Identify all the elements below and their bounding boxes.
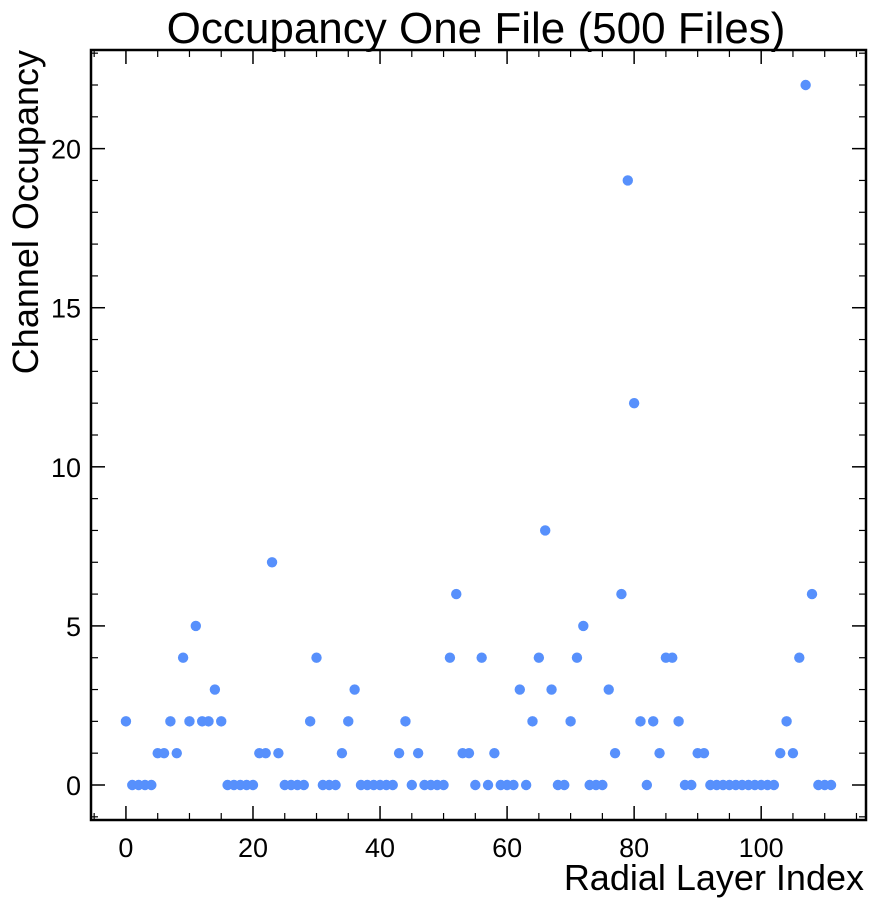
data-point xyxy=(336,747,348,759)
data-point xyxy=(794,652,805,663)
data-point xyxy=(470,779,481,791)
x-axis-label: Radial Layer Index xyxy=(564,857,864,898)
data-point xyxy=(177,652,189,663)
data-point xyxy=(273,747,284,759)
data-point xyxy=(438,779,449,791)
y-tick-label: 0 xyxy=(66,771,81,801)
data-point xyxy=(311,652,322,663)
data-point xyxy=(343,716,354,727)
x-tick-label: 100 xyxy=(739,833,784,863)
data-point xyxy=(171,747,182,759)
data-point xyxy=(565,716,576,727)
data-point xyxy=(412,747,424,759)
x-tick-label: 0 xyxy=(118,833,133,863)
data-point xyxy=(451,588,462,600)
data-point xyxy=(514,684,525,695)
data-point xyxy=(190,620,202,632)
data-point xyxy=(609,747,621,759)
data-point xyxy=(597,779,608,791)
data-point xyxy=(628,397,640,409)
data-point xyxy=(667,652,678,663)
data-point xyxy=(546,684,557,695)
data-point xyxy=(489,747,500,759)
data-point xyxy=(349,684,360,695)
data-point xyxy=(775,747,786,759)
data-point xyxy=(209,684,221,695)
x-tick-label: 80 xyxy=(619,833,649,863)
y-tick-label: 20 xyxy=(51,135,81,165)
data-point xyxy=(825,779,837,791)
data-point xyxy=(260,747,271,759)
data-point xyxy=(527,716,538,727)
data-point xyxy=(120,716,132,727)
minor-ticks xyxy=(91,50,866,820)
data-point xyxy=(603,684,614,695)
y-tick-label: 15 xyxy=(51,294,81,324)
data-point xyxy=(686,779,697,791)
data-point xyxy=(635,716,646,727)
data-point xyxy=(463,747,475,759)
data-point xyxy=(647,716,659,727)
data-point xyxy=(165,716,176,727)
data-point xyxy=(400,716,411,727)
data-point xyxy=(203,716,214,727)
data-point xyxy=(184,716,195,727)
x-tick-label: 20 xyxy=(238,833,268,863)
data-point xyxy=(641,779,653,791)
data-point xyxy=(158,747,170,759)
data-point xyxy=(520,779,532,791)
data-point xyxy=(540,525,551,536)
data-point xyxy=(533,652,545,663)
data-point xyxy=(247,779,259,791)
y-tick-label: 5 xyxy=(66,612,81,642)
data-point xyxy=(406,779,417,791)
data-point xyxy=(673,716,684,727)
data-point xyxy=(571,652,583,663)
data-point xyxy=(616,588,627,600)
data-point xyxy=(476,652,487,663)
data-point xyxy=(304,716,316,727)
data-point xyxy=(387,779,398,791)
data-point xyxy=(393,747,405,759)
data-point xyxy=(781,716,792,727)
x-tick-label: 40 xyxy=(365,833,395,863)
data-point xyxy=(768,779,780,791)
y-axis-label: Channel Occupancy xyxy=(5,50,46,374)
data-point xyxy=(622,175,633,186)
data-point xyxy=(444,652,456,663)
major-ticks xyxy=(91,50,866,820)
data-point xyxy=(698,747,710,759)
x-tick-label: 60 xyxy=(492,833,522,863)
data-point xyxy=(806,588,818,600)
data-point xyxy=(216,716,227,727)
data-points xyxy=(120,79,837,791)
data-point xyxy=(482,779,494,791)
chart-title: Occupancy One File (500 Files) xyxy=(167,4,786,53)
tick-labels: 0 20 40 60 80 100 0 5 10 15 20 xyxy=(51,135,784,863)
plot-frame xyxy=(89,48,868,822)
y-tick-label: 10 xyxy=(51,453,81,483)
data-point xyxy=(654,747,665,759)
data-point xyxy=(298,779,310,791)
data-point xyxy=(559,779,570,791)
data-point xyxy=(330,779,341,791)
data-point xyxy=(146,779,157,791)
data-point xyxy=(578,620,589,632)
data-point xyxy=(508,779,519,791)
data-point xyxy=(266,557,278,568)
data-point xyxy=(800,79,811,91)
data-point xyxy=(787,747,799,759)
